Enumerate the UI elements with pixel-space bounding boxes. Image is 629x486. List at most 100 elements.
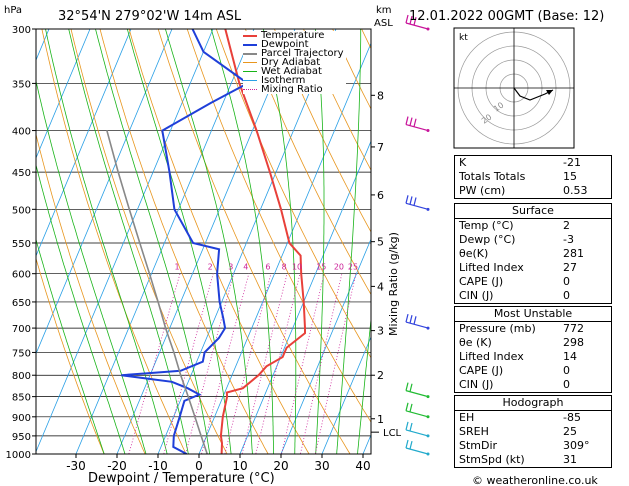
wind-barb bbox=[405, 202, 429, 210]
wind-barb-flag bbox=[405, 313, 409, 323]
wet-adiabat-line bbox=[164, 29, 253, 454]
isotherm-line bbox=[280, 238, 371, 454]
most-unstable-row: CIN (J) 0 bbox=[459, 378, 570, 391]
wind-barb-flag bbox=[405, 402, 409, 411]
wind-barb-flag bbox=[409, 315, 413, 324]
asl-axis-label: ASL bbox=[374, 18, 393, 29]
mixing-ratio-line bbox=[163, 273, 214, 454]
wind-barb-dot bbox=[426, 434, 430, 438]
mixing-ratio-line bbox=[255, 273, 301, 454]
x-tick-label: 10 bbox=[232, 459, 247, 473]
x-tick-label: -10 bbox=[148, 459, 168, 473]
wind-barb-flag bbox=[405, 421, 409, 431]
wet-adiabat-line bbox=[126, 29, 232, 454]
pressure-tick-label: 800 bbox=[12, 371, 31, 382]
wind-barb bbox=[405, 447, 429, 455]
legend-item-mixing-ratio: Mixing Ratio bbox=[243, 85, 344, 95]
index-row-pw: PW (cm) 0.53 bbox=[459, 184, 588, 197]
legend-item-temperature: Temperature bbox=[243, 31, 344, 41]
wet-adiabat-line bbox=[36, 79, 147, 454]
wind-barb-flag bbox=[405, 14, 409, 24]
wind-barb-flag bbox=[409, 383, 413, 392]
mixing-ratio-label: 10 bbox=[292, 263, 302, 272]
dry-adiabat-line bbox=[41, 29, 187, 454]
wet-adiabat-line bbox=[36, 163, 126, 454]
dry-adiabat-line bbox=[186, 29, 371, 423]
hodograph-unit-label: kt bbox=[459, 33, 468, 43]
hodograph-row: SREH 25 bbox=[459, 425, 577, 438]
index-row-k: K -21 bbox=[459, 156, 581, 169]
mixing-ratio-line bbox=[241, 273, 288, 454]
parcel-trajectory-line bbox=[106, 130, 208, 454]
x-axis-label: Dewpoint / Temperature (°C) bbox=[88, 471, 275, 486]
most-unstable-row: Lifted Index 14 bbox=[459, 350, 577, 363]
km-axis-label: km bbox=[376, 5, 392, 16]
mixing-ratio-axis-label: Mixing Ratio (g/kg) bbox=[387, 232, 400, 336]
isotherm-line bbox=[36, 29, 214, 453]
wet-adiabat-line bbox=[210, 29, 275, 454]
wind-barb-flag bbox=[409, 117, 413, 126]
pressure-tick-label: 350 bbox=[12, 79, 31, 90]
dry-adiabat-line bbox=[244, 29, 371, 296]
mixing-ratio-label: 2 bbox=[208, 263, 213, 272]
hodograph-trace bbox=[513, 87, 554, 101]
pressure-tick-label: 750 bbox=[12, 348, 31, 359]
wet-adiabat-line bbox=[68, 29, 189, 454]
lcl-label: LCL bbox=[383, 428, 402, 439]
pressure-tick-label: 600 bbox=[12, 270, 31, 281]
km-tick-label: 1 bbox=[377, 413, 384, 426]
wind-barb-flag bbox=[405, 195, 409, 204]
isotherm-line bbox=[36, 29, 173, 355]
mixing-ratio-label: 8 bbox=[282, 263, 287, 272]
legend-item-isotherm: Isotherm bbox=[243, 76, 344, 86]
mixing-ratio-label: 15 bbox=[316, 263, 326, 272]
legend-item-parcel: Parcel Trajectory bbox=[243, 49, 344, 59]
pressure-tick-label: 850 bbox=[12, 393, 31, 404]
dry-adiabat-line bbox=[36, 132, 146, 454]
surface-row: Dewp (°C) -3 bbox=[459, 233, 574, 246]
mixing-ratio-label: 1 bbox=[174, 263, 179, 272]
copyright: © weatheronline.co.uk bbox=[472, 474, 598, 486]
wind-barb bbox=[405, 321, 429, 329]
hodograph-title: Hodograph bbox=[455, 396, 611, 411]
isotherm-line bbox=[75, 29, 255, 454]
most-unstable-title: Most Unstable bbox=[455, 307, 611, 322]
mixing-ratio-line bbox=[128, 273, 181, 454]
hodograph-table: Hodograph EH -85 SREH 25 StmDir 309° StmSpd… bbox=[454, 395, 612, 468]
wind-barb-dot bbox=[426, 415, 430, 419]
pressure-tick-label: 700 bbox=[12, 324, 31, 335]
wind-barb-flag bbox=[409, 422, 413, 432]
header-datetime: 12.01.2022 00GMT (Base: 12) bbox=[409, 9, 604, 24]
surface-title: Surface bbox=[455, 204, 611, 219]
mixing-ratio-line bbox=[314, 273, 357, 454]
mixing-ratio-label: 3 bbox=[228, 263, 233, 272]
dry-adiabat-line bbox=[157, 29, 351, 454]
dry-adiabat-line bbox=[303, 29, 371, 171]
wet-adiabat-line bbox=[314, 29, 325, 454]
surface-row: CAPE (J) 0 bbox=[459, 275, 570, 288]
wind-barb-flag bbox=[409, 15, 413, 25]
dry-adiabat-line bbox=[273, 29, 371, 233]
hodograph-row: EH -85 bbox=[459, 411, 581, 424]
wind-barb-dot bbox=[426, 452, 430, 456]
wind-barb-dot bbox=[426, 326, 430, 330]
isotherm-line bbox=[321, 335, 371, 454]
wind-barb-flag bbox=[413, 197, 417, 206]
km-tick-label: 7 bbox=[377, 141, 384, 154]
surface-row: CIN (J) 0 bbox=[459, 289, 570, 302]
pressure-tick-label: 450 bbox=[12, 168, 31, 179]
wind-barb-dot bbox=[426, 395, 430, 399]
pressure-tick-label: 650 bbox=[12, 298, 31, 309]
legend-item-wet-adiabat: Wet Adiabat bbox=[243, 67, 344, 77]
indices-table: K -21 Totals Totals 15 PW (cm) 0.53 bbox=[454, 155, 612, 199]
wind-barb-flag bbox=[405, 439, 409, 449]
pressure-tick-label: 1000 bbox=[6, 450, 31, 461]
most-unstable-row: CAPE (J) 0 bbox=[459, 364, 570, 377]
km-tick-label: 8 bbox=[377, 89, 384, 102]
mixing-ratio-line bbox=[281, 273, 325, 454]
hodograph-ring-label: 10 bbox=[492, 100, 506, 113]
wind-barb-flag bbox=[413, 118, 417, 127]
isotherm-line bbox=[36, 29, 132, 257]
most-unstable-table: Most Unstable Pressure (mb) 772 θe (K) 298… bbox=[454, 306, 612, 393]
